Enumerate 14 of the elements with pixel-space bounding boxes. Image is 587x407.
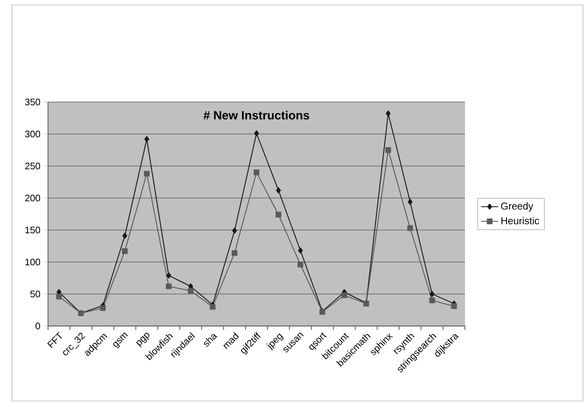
y-tick-label: 350 [25, 98, 40, 106]
y-tick-label: 0 [36, 322, 40, 330]
y-tick-label: 50 [30, 290, 40, 298]
legend-label: Heuristic [501, 216, 540, 224]
y-tick-label: 300 [25, 130, 40, 138]
legend-label: Greedy [501, 202, 534, 212]
text: # New Instructions [204, 110, 310, 120]
x-tick-label: gsm [113, 332, 128, 348]
y-tick-label: 250 [25, 162, 40, 170]
x-tick-label: FFT [47, 332, 62, 348]
x-tick-label: sha [204, 334, 218, 347]
y-tick-label: 200 [25, 194, 40, 202]
y-tick-label: 150 [25, 226, 40, 234]
y-tick-label: 100 [25, 258, 40, 266]
